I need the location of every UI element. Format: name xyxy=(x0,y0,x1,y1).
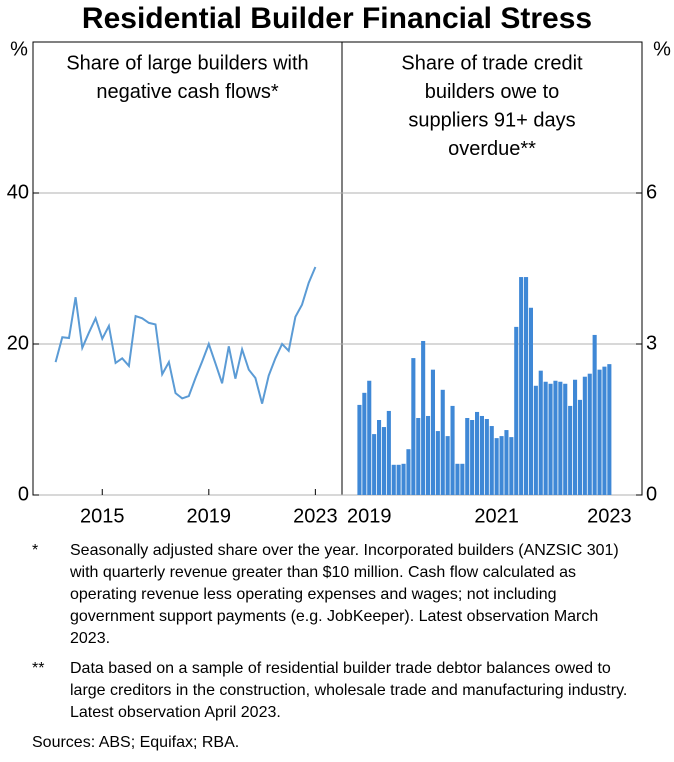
bar xyxy=(577,399,582,495)
bar xyxy=(533,385,538,495)
bar xyxy=(362,392,367,495)
footnote-marker: ** xyxy=(32,660,45,677)
bar xyxy=(391,464,396,495)
bar xyxy=(440,389,445,495)
y-tick-label: 3 xyxy=(646,332,657,354)
y-tick-label: 0 xyxy=(18,483,29,505)
bar xyxy=(582,376,587,495)
panel-subtitle: negative cash flows* xyxy=(96,81,279,103)
x-tick-label: 2015 xyxy=(80,505,125,527)
bar xyxy=(426,415,431,495)
bar xyxy=(396,464,401,495)
footnote: * Seasonally adjusted share over the year… xyxy=(0,540,674,650)
bar xyxy=(479,415,484,495)
bar xyxy=(494,438,499,495)
chart-title: Residential Builder Financial Stress xyxy=(82,2,592,35)
bar xyxy=(411,358,416,495)
bar xyxy=(509,437,514,495)
footnote-marker: * xyxy=(32,542,39,559)
x-tick-label: 2023 xyxy=(587,505,632,527)
bar xyxy=(597,369,602,495)
bar xyxy=(455,463,460,495)
bar xyxy=(484,418,489,495)
bar xyxy=(504,430,509,495)
x-tick-label: 2021 xyxy=(474,505,519,527)
bar xyxy=(450,405,455,495)
panel-subtitle: Share of trade credit xyxy=(401,52,583,74)
bar xyxy=(421,340,426,495)
bar xyxy=(543,381,548,495)
bar xyxy=(587,373,592,495)
bar xyxy=(524,277,529,495)
bar xyxy=(367,380,372,495)
bar xyxy=(435,431,440,495)
bar xyxy=(573,379,578,495)
bar xyxy=(386,410,391,495)
bar xyxy=(568,405,573,495)
bar xyxy=(592,334,597,495)
line-series xyxy=(54,266,317,404)
footnote: ** Data based on a sample of residential … xyxy=(0,658,674,724)
panel-subtitle: builders owe to xyxy=(425,81,560,103)
bar xyxy=(470,420,475,495)
panel-subtitle: Share of large builders with xyxy=(66,52,308,74)
bar xyxy=(607,364,612,495)
panel-subtitle: suppliers 91+ days xyxy=(408,109,575,131)
notes: * Seasonally adjusted share over the year… xyxy=(0,540,674,754)
y-unit: % xyxy=(653,38,671,60)
sources: Sources: ABS; Equifax; RBA. xyxy=(32,734,240,751)
bar xyxy=(372,434,377,495)
y-tick-label: 6 xyxy=(646,181,657,203)
y-tick-label: 0 xyxy=(646,483,657,505)
y-unit: % xyxy=(10,38,28,60)
bar xyxy=(528,307,533,495)
bar xyxy=(357,404,362,495)
bar xyxy=(475,411,480,495)
bar xyxy=(430,369,435,495)
x-tick-label: 2019 xyxy=(187,505,232,527)
bar xyxy=(489,426,494,495)
bar xyxy=(563,383,568,495)
bar xyxy=(538,370,543,495)
bar xyxy=(519,277,524,495)
bar xyxy=(602,366,607,495)
bar xyxy=(514,326,519,495)
bar xyxy=(401,463,406,495)
bar xyxy=(499,436,504,495)
bar xyxy=(558,381,563,495)
bar xyxy=(553,380,558,495)
bar xyxy=(381,427,386,495)
footnote-text: Seasonally adjusted share over the year.… xyxy=(70,542,619,647)
y-tick-label: 40 xyxy=(7,181,29,203)
bar xyxy=(377,420,382,495)
bar xyxy=(406,449,411,495)
x-tick-label: 2023 xyxy=(293,505,338,527)
footnote-text: Data based on a sample of residential bu… xyxy=(70,660,628,721)
bar xyxy=(465,417,470,495)
bar xyxy=(445,436,450,495)
panel-subtitle: overdue** xyxy=(448,138,536,160)
bar xyxy=(416,417,421,495)
bar xyxy=(548,383,553,495)
bar xyxy=(460,463,465,495)
x-tick-label: 2019 xyxy=(347,505,392,527)
y-tick-label: 20 xyxy=(7,332,29,354)
chart: Residential Builder Financial Stress 0 20… xyxy=(7,2,671,527)
